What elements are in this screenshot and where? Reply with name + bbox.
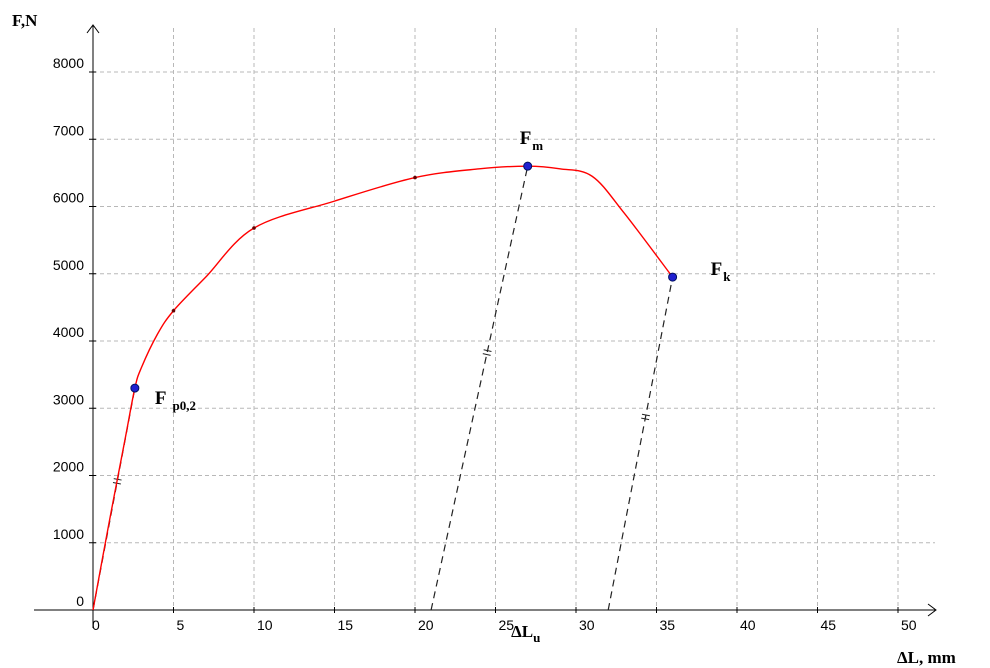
curve-point <box>171 308 176 313</box>
series-line <box>92 165 674 611</box>
y-tick-label: 6000 <box>53 190 84 206</box>
key-point-marker <box>523 161 533 171</box>
force-elongation-curve <box>92 165 674 611</box>
key-point-label: Fm <box>520 128 544 153</box>
axes <box>34 24 937 628</box>
y-tick-label: 5000 <box>53 257 84 273</box>
x-tick-label: 40 <box>740 617 756 633</box>
x-tick-label: 35 <box>660 617 676 633</box>
x-tick-label: 25 <box>499 617 515 633</box>
equal-slope-mark <box>482 353 491 356</box>
equal-slope-mark <box>483 349 492 352</box>
y-tick-label: 7000 <box>53 122 84 138</box>
y-tick-label: 2000 <box>53 459 84 475</box>
x-tick-label: 45 <box>821 617 837 633</box>
unloading-line <box>607 276 674 611</box>
tick-labels: 0 5 10 15 20 25 30 35 40 45 50 0 1000 2000 3000 4000 500… <box>53 55 917 633</box>
unloading-lines <box>92 166 674 611</box>
x-axis-title: ΔL, mm <box>897 648 956 667</box>
x-axis-arrow <box>927 603 937 617</box>
x-tick-label: 20 <box>418 617 434 633</box>
y-axis-arrow <box>86 24 100 34</box>
x-tick-label: 10 <box>257 617 273 633</box>
key-point-label: Fk <box>711 259 732 284</box>
x-tick-label: 30 <box>579 617 595 633</box>
x-tick-label: 15 <box>338 617 354 633</box>
y-axis-title: F,N <box>12 11 38 30</box>
y-tick-label: 8000 <box>53 55 84 71</box>
x-tick-label: 50 <box>901 617 917 633</box>
curve-point <box>413 175 417 180</box>
key-point-marker <box>130 383 140 393</box>
x-tick-label: 5 <box>177 617 185 633</box>
grid <box>93 28 935 610</box>
y-tick-label: 0 <box>76 593 84 609</box>
y-tick-label: 1000 <box>53 526 84 542</box>
delta-lu-label: ΔLu <box>511 622 540 645</box>
x-tick-label: 0 <box>92 617 100 633</box>
unloading-line <box>430 166 529 611</box>
y-tick-label: 4000 <box>53 324 84 340</box>
key-point-marker <box>668 272 678 282</box>
curve-point <box>252 226 256 230</box>
equal-slope-mark <box>641 413 650 417</box>
equal-slope-mark <box>641 417 650 421</box>
y-tick-label: 3000 <box>53 391 84 407</box>
